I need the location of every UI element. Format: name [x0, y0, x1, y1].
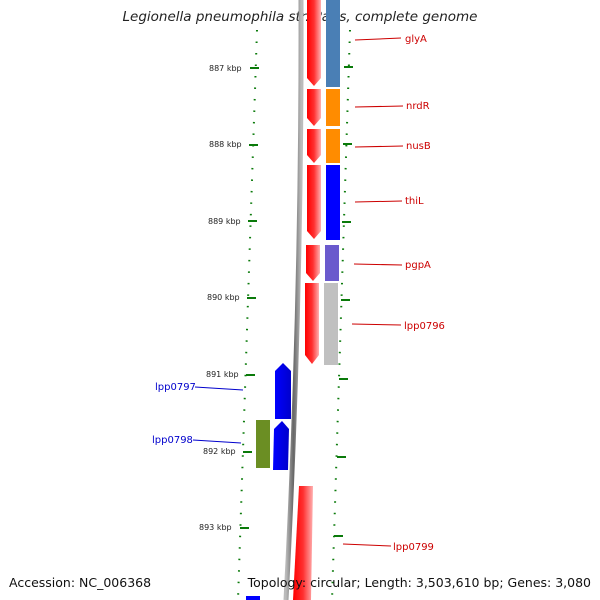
tick-label-889: 889 kbp	[208, 217, 241, 226]
cog-block-nusB	[326, 129, 340, 163]
backbone-arc	[283, 0, 304, 600]
accession-text: Accession: NC_006368	[9, 575, 152, 590]
tick-label-888: 888 kbp	[209, 140, 242, 149]
gene-arrow-lpp0799	[293, 486, 313, 600]
reverse-leaders	[192, 386, 244, 444]
forward-genes	[293, 0, 321, 600]
scale-ticks	[240, 67, 259, 529]
gene-arrow-lpp0798	[273, 421, 289, 470]
gene-label-nrdR[interactable]: nrdR	[406, 101, 430, 112]
outer-scale-ticks	[334, 66, 353, 537]
gene-arrow-thiL	[307, 165, 321, 239]
gene-arrow-lpp0797	[275, 363, 291, 419]
gene-label-pgpA[interactable]: pgpA	[405, 260, 431, 271]
gene-label-lpp0798[interactable]: lpp0798	[152, 435, 193, 446]
gene-arrow-lpp0796	[305, 283, 319, 364]
tick-label-887: 887 kbp	[209, 64, 242, 73]
tick-label-890: 890 kbp	[207, 293, 240, 302]
cog-block-lpp0796	[324, 283, 338, 365]
tick-label-893: 893 kbp	[199, 523, 232, 532]
reverse-genes	[246, 363, 291, 600]
reverse-gene-labels: lpp0797 lpp0798	[152, 382, 196, 446]
gene-label-glyA[interactable]: glyA	[405, 34, 427, 45]
cog-block-thiL	[326, 165, 340, 240]
gene-arrow-nrdR	[307, 89, 321, 126]
cog-block-nrdR	[326, 89, 340, 126]
tick-labels: 887 kbp 888 kbp 889 kbp 890 kbp 891 kbp …	[199, 64, 242, 532]
cog-block-glyA	[326, 0, 340, 87]
forward-gene-labels: glyA nrdR nusB thiL pgpA lpp0796 lpp0799	[393, 34, 445, 553]
gene-label-lpp0797[interactable]: lpp0797	[155, 382, 196, 393]
gene-label-lpp0796[interactable]: lpp0796	[404, 321, 445, 332]
inner-dotted-lane	[237, 29, 258, 600]
gene-arrow-pgpA	[306, 245, 320, 281]
cog-blocks	[256, 0, 340, 468]
gene-label-lpp0799[interactable]: lpp0799	[393, 542, 434, 553]
gene-label-nusB[interactable]: nusB	[406, 141, 431, 152]
topology-text: Topology: circular; Length: 3,503,610 bp…	[247, 575, 591, 590]
gene-label-thiL[interactable]: thiL	[405, 196, 424, 207]
gene-arrow-glyA	[307, 0, 321, 86]
cog-block-lpp0798	[256, 420, 270, 468]
gene-arrow-nusB	[307, 129, 321, 163]
tick-label-891: 891 kbp	[206, 370, 239, 379]
gene-arrow-edge	[246, 596, 260, 600]
cog-block-pgpA	[325, 245, 339, 281]
tick-label-892: 892 kbp	[203, 447, 236, 456]
forward-leaders	[342, 37, 404, 547]
